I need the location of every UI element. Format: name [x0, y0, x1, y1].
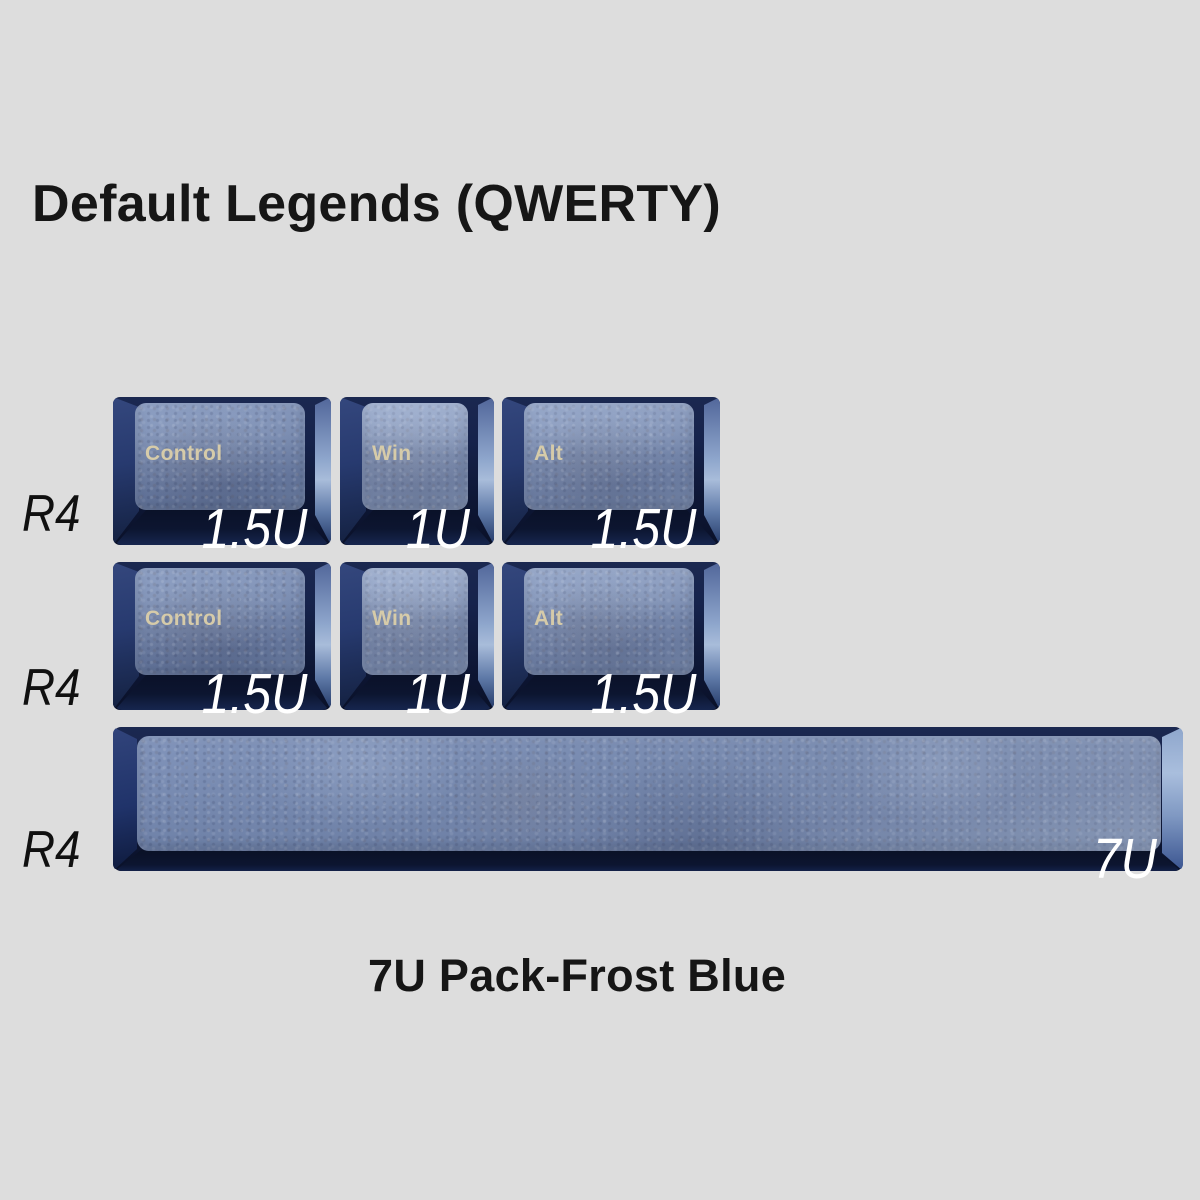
keycap-size-label: 1.5U — [590, 662, 696, 726]
keycap-right-bevel — [1162, 727, 1183, 871]
keycap-right-bevel — [315, 397, 331, 545]
keycap-legend: Win — [372, 442, 412, 465]
keycap-top-face — [135, 403, 305, 510]
keycap-bottom-bevel — [504, 674, 718, 710]
keycap-right-bevel — [478, 397, 494, 545]
keycap-alt-row2: Alt 1.5U — [502, 562, 720, 723]
product-caption: 7U Pack-Frost Blue — [368, 950, 787, 1001]
keycap-frost-sheen — [362, 568, 468, 675]
row-profile-label-r4-3: R4 — [22, 821, 81, 879]
keycap-bottom-bevel — [115, 850, 1181, 871]
keycap-legend: Control — [145, 607, 223, 630]
row-profile-label-r4-1: R4 — [22, 485, 81, 543]
keycap-control-row2: Control 1.5U — [113, 562, 331, 723]
keycap-top-face — [524, 568, 694, 675]
keycap-size-label: 1.5U — [201, 662, 307, 726]
keycap-frost-sheen — [135, 403, 305, 510]
keycap-top-face — [362, 568, 468, 675]
keycap-legend: Alt — [534, 607, 564, 630]
keycap-legend: Alt — [534, 442, 564, 465]
keycap-frost-sheen — [524, 403, 694, 510]
keycap-win-row1: Win 1U — [340, 397, 494, 558]
keycap-top-face — [137, 736, 1161, 851]
keycap-spacebar-7u: 7U — [113, 727, 1183, 888]
page-title: Default Legends (QWERTY) — [32, 175, 721, 233]
keycap-size-label: 1.5U — [201, 497, 307, 561]
keycap-right-bevel — [704, 562, 720, 710]
keycap-right-bevel — [478, 562, 494, 710]
keycap-bottom-bevel — [115, 674, 329, 710]
keycap-top-face — [135, 568, 305, 675]
keycap-size-label: 1U — [405, 497, 470, 561]
keycap-right-bevel — [704, 397, 720, 545]
keycap-frost-sheen — [362, 403, 468, 510]
keycap-legend: Control — [145, 442, 223, 465]
keycap-right-bevel — [315, 562, 331, 710]
keycap-size-label: 1U — [405, 662, 470, 726]
keycap-legend: Win — [372, 607, 412, 630]
keycap-left-bevel — [113, 727, 137, 871]
keycap-top-face — [362, 403, 468, 510]
keycap-size-label: 7U — [1092, 827, 1157, 891]
keycap-frost-sheen — [137, 736, 1161, 851]
keycap-top-face — [524, 403, 694, 510]
keycap-frost-sheen — [135, 568, 305, 675]
keycap-control-row1: Control 1.5U — [113, 397, 331, 558]
row-profile-label-r4-2: R4 — [22, 659, 81, 717]
keycap-bottom-bevel — [504, 509, 718, 545]
keycap-win-row2: Win 1U — [340, 562, 494, 723]
keycap-alt-row1: Alt 1.5U — [502, 397, 720, 558]
keycap-bottom-bevel — [115, 509, 329, 545]
keycap-size-label: 1.5U — [590, 497, 696, 561]
keycap-frost-sheen — [524, 568, 694, 675]
